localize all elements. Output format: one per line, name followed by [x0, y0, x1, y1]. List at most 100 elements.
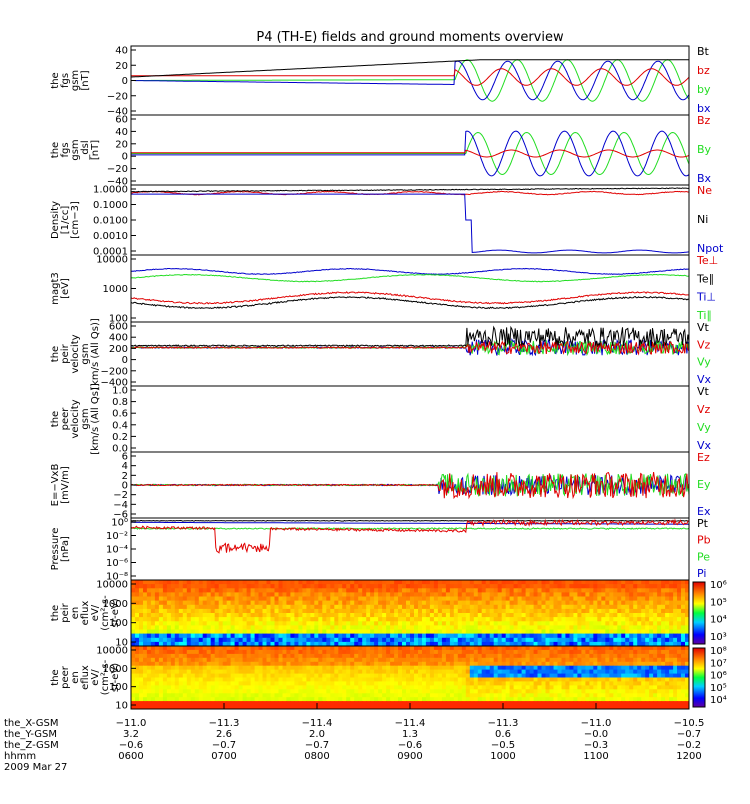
spectrogram-cell: [394, 584, 399, 589]
spectrogram-cell: [218, 705, 224, 709]
spectrogram-cell: [166, 681, 172, 686]
spectrogram-cell: [597, 592, 602, 598]
spectrogram-cell: [182, 629, 188, 635]
spectrogram-cell: [382, 653, 387, 659]
spectrogram-cell: [330, 633, 335, 639]
spectrogram-cell: [553, 637, 559, 643]
spectrogram-cell: [613, 600, 618, 606]
spectrogram-cell: [254, 641, 260, 647]
spectrogram-cell: [158, 646, 164, 651]
spectrogram-cell: [585, 613, 590, 618]
spectrogram-cell: [182, 633, 188, 639]
spectrogram-cell: [186, 625, 192, 631]
spectrogram-cell: [139, 621, 144, 626]
spectrogram-cell: [553, 657, 559, 663]
spectrogram-cell: [194, 600, 200, 606]
spectrogram-cell: [453, 633, 459, 639]
spectrogram-cell: [645, 617, 650, 622]
spectrogram-cell: [481, 646, 487, 651]
spectrogram-cell: [374, 697, 379, 702]
spectrogram-cell: [525, 641, 531, 647]
spectrogram-cell: [314, 580, 319, 585]
spectrogram-cell: [386, 600, 391, 606]
spectrogram-cell: [557, 697, 563, 702]
spectrogram-cell: [605, 613, 610, 618]
spectrogram-cell: [601, 697, 606, 702]
spectrogram-cell: [433, 701, 439, 706]
spectrogram-cell: [561, 641, 567, 647]
spectrogram-cell: [521, 633, 527, 639]
spectrogram-cell: [497, 697, 503, 702]
spectrogram-cell: [322, 649, 327, 655]
spectrogram-cell: [266, 653, 272, 659]
spectrogram-cell: [569, 641, 574, 647]
spectrogram-cell: [318, 604, 323, 610]
spectrogram-cell: [370, 641, 375, 647]
spectrogram-cell: [131, 637, 136, 643]
spectrogram-cell: [433, 657, 439, 663]
spectrogram-cell: [194, 584, 200, 589]
y-tick-label: 10000: [96, 255, 128, 266]
spectrogram-cell: [242, 584, 248, 589]
spectrogram-cell: [593, 657, 598, 663]
spectrogram-cell: [481, 673, 487, 679]
spectrogram-cell: [649, 600, 654, 606]
spectrogram-cell: [585, 580, 590, 585]
spectrogram-cell: [521, 588, 527, 593]
spectrogram-cell: [218, 657, 224, 663]
spectrogram-cell: [322, 653, 327, 659]
spectrogram-cell: [601, 665, 606, 671]
spectrogram-cell: [529, 697, 535, 702]
spectrogram-cell: [158, 665, 164, 671]
spectrogram-cell: [210, 649, 216, 655]
spectrogram-cell: [629, 677, 634, 682]
spectrogram-cell: [322, 613, 327, 618]
spectrogram-cell: [577, 588, 582, 593]
spectrogram-cell: [278, 689, 284, 694]
spectrogram-cell: [238, 637, 244, 643]
spectrogram-cell: [585, 689, 590, 694]
spectrogram-cell: [505, 649, 511, 655]
spectrogram-cell: [218, 617, 224, 622]
spectrogram-cell: [441, 693, 447, 698]
spectrogram-cell: [230, 681, 236, 686]
spectrogram-cell: [561, 673, 567, 679]
spectrogram-cell: [657, 649, 662, 655]
spectrogram-cell: [326, 613, 331, 618]
spectrogram-cell: [669, 705, 674, 709]
spectrogram-cell: [322, 685, 327, 690]
spectrogram-cell: [525, 657, 531, 663]
spectrogram-cell: [170, 646, 176, 651]
spectrogram-cell: [166, 629, 172, 635]
spectrogram-cell: [533, 625, 539, 631]
spectrogram-cell: [465, 665, 471, 671]
spectrogram-cell: [374, 689, 379, 694]
spectrogram-cell: [218, 653, 224, 659]
spectrogram-cell: [390, 657, 395, 663]
spectrogram-cell: [382, 673, 387, 679]
spectrogram-cell: [441, 701, 447, 706]
y-tick-label: 1000: [103, 664, 128, 675]
spectrogram-cell: [250, 613, 256, 618]
spectrogram-cell: [270, 669, 276, 675]
spectrogram-cell: [354, 633, 359, 639]
y-tick-label: 100: [109, 618, 128, 629]
spectrogram-cell: [378, 669, 383, 675]
spectrogram-cell: [386, 580, 391, 585]
spectrogram-cell: [565, 637, 570, 643]
spectrogram-cell: [258, 677, 264, 682]
spectrogram-cell: [565, 646, 570, 651]
spectrogram-cell: [394, 681, 399, 686]
spectrogram-cell: [541, 705, 547, 709]
spectrogram-cell: [449, 673, 455, 679]
trace-te-par: [131, 295, 689, 310]
spectrogram-cell: [334, 697, 339, 702]
spectrogram-cell: [625, 661, 630, 667]
spectrogram-cell: [493, 637, 499, 643]
spectrogram-cell: [433, 681, 439, 686]
spectrogram-cell: [150, 584, 156, 589]
spectrogram-cell: [342, 665, 347, 671]
spectrogram-cell: [238, 657, 244, 663]
spectrogram-cell: [613, 584, 618, 589]
spectrogram-cell: [246, 661, 252, 667]
